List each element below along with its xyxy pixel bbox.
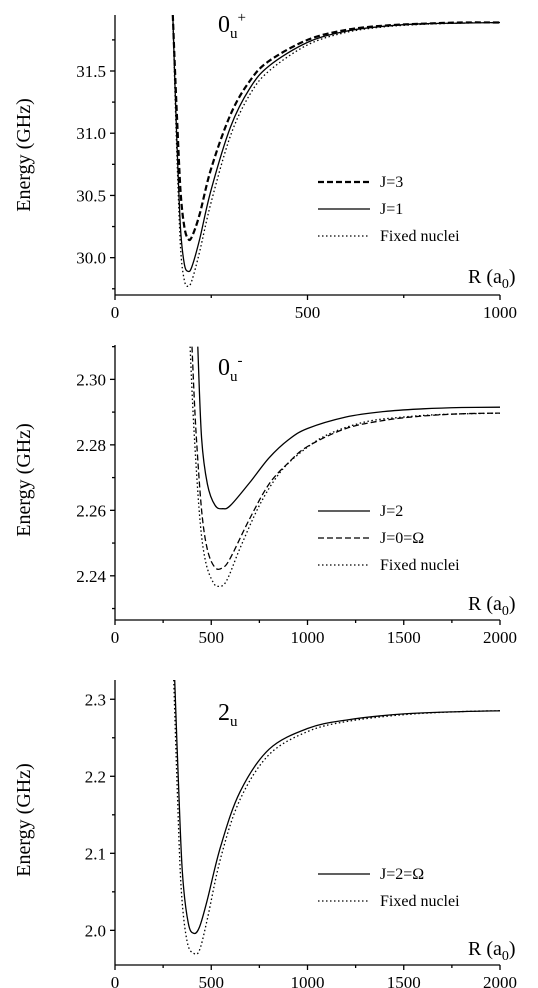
x-axis-label: R (a0) [468, 593, 516, 619]
chart-title: 0u+ [218, 10, 246, 42]
y-tick-label: 2.30 [76, 370, 106, 389]
y-tick-label: 2.1 [85, 844, 106, 863]
chart-panel-1: 0 500 1000 30.0 30.5 31.0 31.5 Energy (GHz) R (a… [13, 10, 517, 322]
x-tick-label: 1500 [387, 628, 421, 647]
x-tick-label: 0 [111, 628, 120, 647]
x-tick-label: 2000 [483, 628, 517, 647]
x-tick-label: 500 [199, 973, 225, 988]
y-tick-label: 31.5 [76, 62, 106, 81]
y-tick-label: 2.2 [85, 767, 106, 786]
series-line [173, 679, 501, 955]
y-tick-label: 30.5 [76, 186, 106, 205]
x-tick-label: 500 [295, 303, 321, 322]
legend-label: J=3 [380, 174, 403, 191]
y-tick-label: 2.3 [85, 690, 106, 709]
x-axis-label: R (a0) [468, 266, 516, 292]
x-tick-label: 1500 [387, 973, 421, 988]
y-axis-label: Energy (GHz) [13, 763, 35, 876]
chart-title: 2u [218, 700, 238, 730]
legend-label: Fixed nuclei [380, 557, 460, 574]
y-tick-label: 2.24 [76, 567, 106, 586]
x-tick-label: 1000 [483, 303, 517, 322]
y-tick-label: 2.0 [85, 921, 106, 940]
y-tick-label: 30.0 [76, 249, 106, 268]
y-tick-label: 2.26 [76, 501, 106, 520]
series-line [191, 346, 501, 571]
y-axis-label: Energy (GHz) [13, 423, 35, 536]
chart-panel-3: 0 500 1000 1500 2000 2.0 2.1 2.2 2.3 Energy (GHz)… [13, 679, 517, 988]
chart-panel-2: 0 500 1000 1500 2000 2.24 2.26 2.28 2.30 Energy (… [13, 345, 517, 647]
y-axis-label: Energy (GHz) [13, 98, 35, 211]
y-tick-label: 31.0 [76, 124, 106, 143]
legend-label: Fixed nuclei [380, 893, 460, 910]
y-tick-label: 2.28 [76, 436, 106, 455]
x-tick-label: 0 [111, 303, 120, 322]
chart-title: 0u- [218, 353, 243, 385]
series-line [171, 14, 501, 242]
legend-label: J=2 [380, 503, 403, 520]
series-line [172, 14, 501, 287]
legend-label: J=0=Ω [380, 530, 424, 547]
legend-label: J=1 [380, 201, 403, 218]
x-tick-label: 500 [199, 628, 225, 647]
x-tick-label: 1000 [291, 973, 325, 988]
series-line [197, 346, 501, 510]
x-tick-label: 0 [111, 973, 120, 988]
series-line [174, 679, 501, 935]
x-axis-label: R (a0) [468, 938, 516, 964]
x-tick-label: 1000 [291, 628, 325, 647]
legend-label: J=2=Ω [380, 866, 424, 883]
series-line [172, 14, 501, 273]
legend-label: Fixed nuclei [380, 228, 460, 245]
x-tick-label: 2000 [483, 973, 517, 988]
